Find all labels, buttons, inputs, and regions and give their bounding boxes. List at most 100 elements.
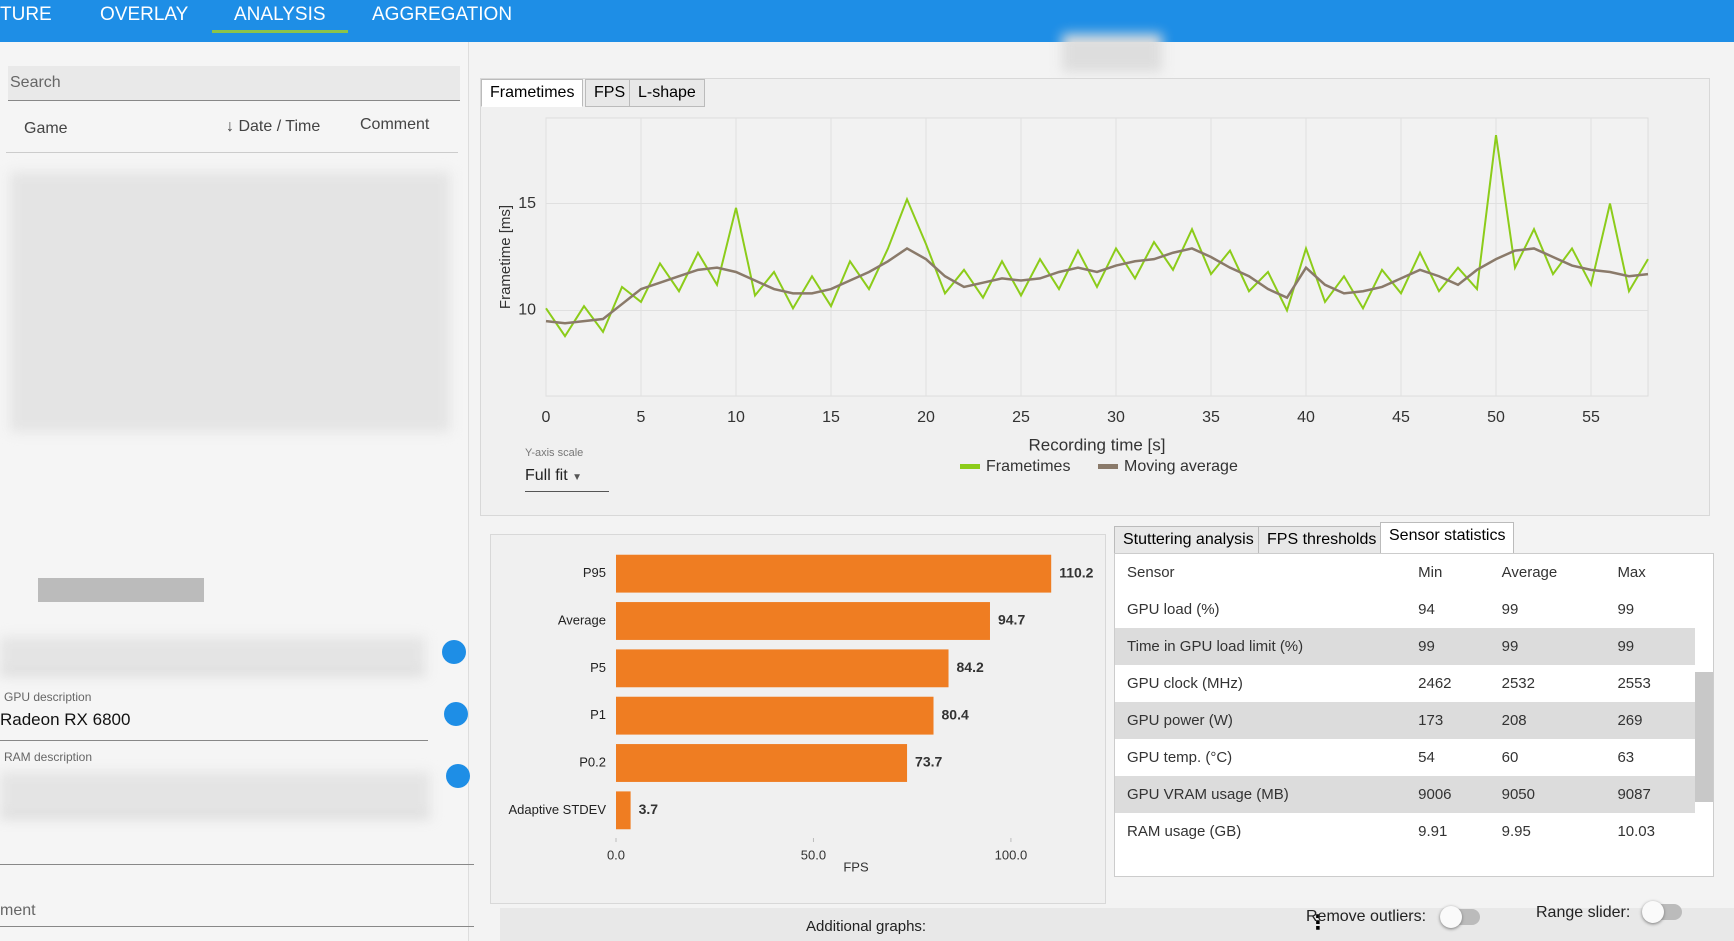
footer-bar: Additional graphs: ⋮ bbox=[500, 908, 1734, 941]
x-tick-label: 0 bbox=[542, 409, 551, 426]
bar-chart: 0.0 50.0 100.0 FPS P95 110.2 Average 94.7 P5 84.2… bbox=[508, 554, 1094, 874]
sensor-table: Sensor Min Average Max GPU load (%) 94 99 99 Tim… bbox=[1115, 554, 1695, 850]
toggle[interactable] bbox=[1440, 906, 1480, 928]
category-label: P0.2 bbox=[579, 754, 606, 769]
chart-tab[interactable]: L-shape bbox=[629, 79, 705, 107]
nav-bar: TURE OVERLAY ANALYSIS AGGREGATION bbox=[0, 0, 1734, 42]
table-cell: 99 bbox=[1605, 628, 1695, 665]
y-scale-select[interactable]: Y-axis scale Full fit ▼ bbox=[525, 447, 609, 492]
table-row: GPU clock (MHz) 2462 2532 2553 bbox=[1115, 665, 1695, 702]
x-tick-label: 15 bbox=[822, 409, 840, 426]
refresh-icon[interactable] bbox=[446, 764, 470, 788]
x-tick-label: 100.0 bbox=[995, 847, 1028, 862]
x-tick-label: 50 bbox=[1487, 409, 1505, 426]
stats-tab[interactable]: Sensor statistics bbox=[1380, 522, 1515, 554]
table-cell: RAM usage (GB) bbox=[1127, 823, 1242, 840]
blurred-title bbox=[1062, 34, 1162, 72]
nav-tab[interactable]: TURE bbox=[0, 4, 52, 25]
bar bbox=[616, 696, 934, 735]
blurred-list bbox=[10, 172, 450, 432]
column-header[interactable]: Game bbox=[24, 120, 68, 137]
left-panel: Search Game ↓ Date / Time Comment GPU de… bbox=[0, 42, 474, 941]
category-label: P95 bbox=[583, 565, 606, 580]
legend-swatch bbox=[960, 464, 980, 469]
sensor-table-box: Sensor Min Average Max GPU load (%) 94 99 99 Tim… bbox=[1114, 553, 1714, 877]
stats-tab[interactable]: FPS thresholds bbox=[1258, 526, 1386, 554]
select-label: Y-axis scale bbox=[525, 447, 584, 459]
table-cell: 99 bbox=[1501, 601, 1519, 618]
x-tick-label: 25 bbox=[1012, 409, 1030, 426]
refresh-icon[interactable] bbox=[442, 640, 466, 664]
value-label: 110.2 bbox=[1059, 564, 1093, 580]
select-value: Full fit ▼ bbox=[525, 467, 583, 484]
list-header: Game ↓ Date / Time Comment bbox=[6, 104, 458, 153]
column-header[interactable]: Min bbox=[1418, 564, 1443, 581]
search-box[interactable]: Search bbox=[8, 66, 460, 101]
footer-label: Range slider: bbox=[1536, 904, 1631, 921]
scrollbar[interactable] bbox=[38, 578, 204, 602]
bar bbox=[616, 649, 949, 688]
table-cell: 99 bbox=[1489, 628, 1606, 665]
bar bbox=[616, 602, 990, 640]
table-cell: 54 bbox=[1418, 749, 1435, 766]
table-cell: 99 bbox=[1406, 628, 1490, 665]
field-line bbox=[0, 854, 474, 865]
table-cell: 173 bbox=[1406, 702, 1490, 739]
table-cell: GPU temp. (°C) bbox=[1127, 749, 1233, 766]
table-cell: 99 bbox=[1617, 601, 1635, 618]
column-header[interactable]: Max bbox=[1617, 564, 1646, 581]
series-line bbox=[545, 134, 1649, 338]
column-header[interactable]: ↓ Date / Time bbox=[226, 118, 321, 135]
column-header[interactable]: Average bbox=[1501, 564, 1558, 581]
table-cell: 9.91 bbox=[1418, 823, 1448, 840]
blurred-field bbox=[0, 772, 430, 817]
bar bbox=[616, 554, 1052, 593]
comment-field[interactable]: ment bbox=[0, 902, 474, 927]
nav-tab[interactable]: AGGREGATION bbox=[372, 4, 513, 25]
table-row: GPU temp. (°C) 54 60 63 bbox=[1115, 739, 1695, 776]
table-cell: 269 bbox=[1605, 702, 1695, 739]
x-tick-label: 50.0 bbox=[801, 847, 826, 862]
category-label: Adaptive STDEV bbox=[508, 802, 606, 817]
legend-swatch bbox=[1098, 464, 1118, 469]
category-label: P5 bbox=[590, 660, 606, 675]
category-label: Average bbox=[558, 612, 606, 627]
table-row: GPU power (W) 173 208 269 bbox=[1115, 702, 1695, 739]
column-header[interactable]: Sensor bbox=[1127, 564, 1175, 581]
y-axis-label: Frametime [ms] bbox=[497, 205, 514, 309]
value-label: 94.7 bbox=[998, 612, 1025, 628]
stats-tab[interactable]: Stuttering analysis bbox=[1114, 526, 1263, 554]
column-header[interactable]: Comment bbox=[360, 116, 430, 133]
footer-label: Remove outliers: bbox=[1306, 908, 1427, 925]
table-row: Time in GPU load limit (%) 99 99 99 bbox=[1115, 628, 1695, 665]
gpu-field[interactable]: Radeon RX 6800 bbox=[0, 710, 428, 741]
value-label: 3.7 bbox=[639, 801, 659, 817]
x-tick-label: 20 bbox=[917, 409, 935, 426]
table-cell: 10.03 bbox=[1617, 823, 1655, 840]
plot-area bbox=[545, 117, 1649, 397]
table-cell: 94 bbox=[1418, 601, 1435, 618]
x-tick-label: 35 bbox=[1202, 409, 1220, 426]
legend-label: Frametimes bbox=[986, 458, 1070, 475]
y-tick-label: 15 bbox=[518, 195, 536, 212]
nav-tab[interactable]: ANALYSIS bbox=[212, 0, 348, 33]
menu-icon[interactable]: ⋮ bbox=[1308, 912, 1328, 934]
table-row: GPU VRAM usage (MB) 9006 9050 9087 bbox=[1115, 776, 1695, 813]
scrollbar[interactable] bbox=[1695, 672, 1713, 802]
stats-panel: Stuttering analysis FPS thresholds Senso… bbox=[1114, 512, 1714, 878]
frametime-chart: 0 5 10 15 20 25 30 35 40 45 50 55 10 15 Recording time… bbox=[497, 117, 1649, 475]
toggle[interactable] bbox=[1642, 901, 1682, 923]
chart-tab[interactable]: Frametimes bbox=[481, 79, 584, 107]
table-cell: 2462 bbox=[1418, 675, 1452, 692]
table-cell: GPU clock (MHz) bbox=[1127, 675, 1243, 692]
table-cell: 60 bbox=[1501, 749, 1519, 766]
refresh-icon[interactable] bbox=[444, 702, 468, 726]
value-label: 80.4 bbox=[942, 706, 969, 722]
nav-tab[interactable]: OVERLAY bbox=[100, 4, 189, 25]
value-label: 84.2 bbox=[957, 659, 984, 675]
x-tick-label: 40 bbox=[1297, 409, 1315, 426]
table-row: RAM usage (GB) 9.91 9.95 10.03 bbox=[1115, 813, 1695, 850]
column-label: Date / Time bbox=[238, 118, 321, 135]
blurred-field bbox=[0, 637, 425, 674]
